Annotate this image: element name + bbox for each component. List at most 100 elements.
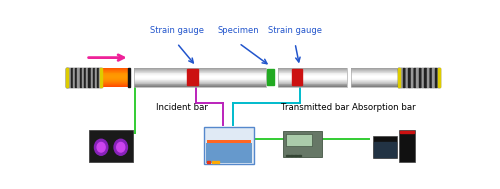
Bar bbox=[278, 74, 347, 75]
Bar bbox=[102, 85, 130, 86]
Bar bbox=[102, 77, 130, 78]
Bar bbox=[207, 140, 251, 143]
Bar bbox=[97, 68, 98, 87]
Bar bbox=[134, 68, 266, 87]
Bar bbox=[278, 77, 347, 78]
Bar bbox=[86, 68, 88, 87]
Bar bbox=[351, 69, 398, 70]
Bar bbox=[102, 74, 130, 75]
Bar bbox=[134, 80, 266, 81]
Bar bbox=[102, 83, 130, 84]
Bar bbox=[398, 68, 440, 87]
Bar bbox=[422, 68, 423, 87]
Bar bbox=[90, 68, 92, 87]
Bar bbox=[134, 82, 266, 83]
Bar bbox=[216, 161, 220, 163]
Bar bbox=[102, 76, 130, 77]
Ellipse shape bbox=[116, 143, 125, 152]
Bar bbox=[278, 86, 347, 87]
Bar bbox=[207, 161, 210, 163]
Bar bbox=[351, 76, 398, 77]
Bar bbox=[187, 70, 198, 85]
Bar bbox=[278, 80, 347, 81]
Bar bbox=[278, 83, 347, 84]
Bar bbox=[212, 161, 215, 163]
Bar bbox=[351, 71, 398, 72]
Ellipse shape bbox=[97, 143, 105, 152]
Bar bbox=[134, 84, 266, 85]
Bar bbox=[411, 68, 412, 87]
Bar bbox=[424, 68, 426, 87]
Bar bbox=[278, 70, 347, 71]
Bar bbox=[438, 68, 440, 87]
Bar bbox=[374, 142, 396, 157]
Bar bbox=[399, 130, 415, 162]
Bar bbox=[419, 68, 420, 87]
Bar bbox=[102, 68, 130, 69]
Bar bbox=[134, 70, 266, 71]
Bar bbox=[351, 83, 398, 84]
Bar bbox=[351, 75, 398, 76]
Bar bbox=[68, 68, 70, 87]
Bar bbox=[351, 72, 398, 73]
Bar bbox=[66, 68, 102, 87]
Bar bbox=[278, 68, 347, 87]
Bar bbox=[351, 82, 398, 83]
Bar bbox=[134, 75, 266, 76]
Bar bbox=[408, 68, 410, 87]
Bar bbox=[102, 70, 130, 71]
Bar bbox=[206, 143, 252, 163]
Bar bbox=[414, 68, 415, 87]
Bar bbox=[102, 82, 130, 83]
Bar bbox=[278, 69, 347, 70]
Bar bbox=[292, 70, 302, 85]
Bar bbox=[435, 68, 436, 87]
Bar bbox=[134, 68, 266, 69]
Ellipse shape bbox=[114, 139, 128, 155]
Bar bbox=[75, 68, 76, 87]
Bar bbox=[286, 155, 289, 156]
Text: Strain gauge: Strain gauge bbox=[268, 26, 322, 35]
Bar bbox=[432, 68, 434, 87]
Bar bbox=[134, 79, 266, 80]
Bar bbox=[372, 136, 397, 158]
Bar bbox=[351, 73, 398, 74]
Bar bbox=[82, 68, 83, 87]
Bar bbox=[134, 74, 266, 75]
Bar bbox=[278, 68, 347, 69]
Bar bbox=[294, 155, 297, 156]
Bar bbox=[284, 131, 322, 157]
Bar bbox=[102, 73, 130, 74]
Bar bbox=[134, 81, 266, 82]
Bar bbox=[278, 84, 347, 85]
Bar bbox=[278, 78, 347, 79]
Bar bbox=[278, 81, 347, 82]
Bar bbox=[400, 68, 402, 87]
Text: Incident bar: Incident bar bbox=[156, 103, 208, 112]
Text: Specimen: Specimen bbox=[218, 26, 260, 35]
Bar bbox=[278, 79, 347, 80]
Bar bbox=[204, 127, 254, 164]
Text: Transmitted bar: Transmitted bar bbox=[282, 103, 350, 112]
Bar bbox=[438, 68, 439, 87]
Bar bbox=[416, 68, 418, 87]
Bar bbox=[102, 75, 130, 76]
Bar bbox=[84, 68, 85, 87]
Bar bbox=[88, 68, 90, 87]
Bar bbox=[278, 73, 347, 74]
Bar bbox=[430, 68, 431, 87]
Bar bbox=[268, 70, 274, 85]
Bar bbox=[102, 84, 130, 85]
Bar bbox=[134, 85, 266, 86]
Bar bbox=[427, 68, 428, 87]
Bar bbox=[351, 74, 398, 75]
Bar bbox=[351, 77, 398, 78]
Bar bbox=[278, 76, 347, 77]
Bar bbox=[134, 73, 266, 74]
Bar bbox=[95, 68, 96, 87]
Bar bbox=[406, 68, 407, 87]
Bar bbox=[398, 68, 399, 87]
Bar bbox=[351, 81, 398, 82]
Text: Absorption bar: Absorption bar bbox=[352, 103, 416, 112]
Bar bbox=[403, 68, 404, 87]
